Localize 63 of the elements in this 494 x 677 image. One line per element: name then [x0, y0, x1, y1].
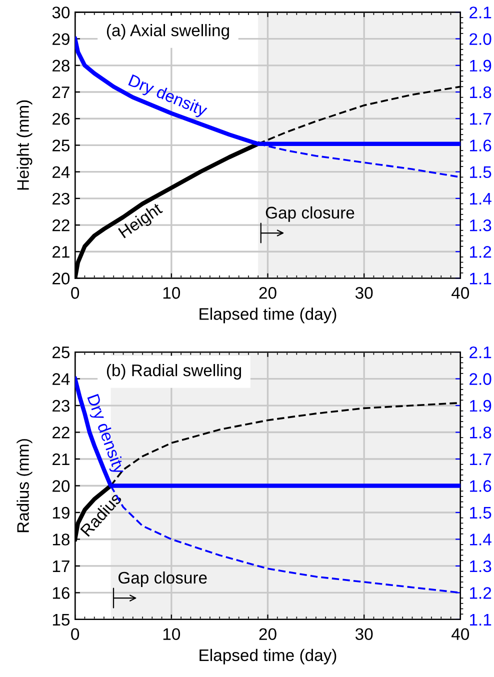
y-tick-label: 27	[52, 86, 70, 98]
y-tick-label: 28	[52, 60, 70, 72]
y-tick-label: 21	[52, 246, 70, 258]
y2-tick-label: 1.2	[470, 246, 492, 258]
y-tick-label: 25	[52, 140, 70, 152]
x-tick-label: 40	[452, 287, 470, 299]
y-tick-label: 23	[52, 400, 70, 412]
x-tick-label: 0	[71, 287, 80, 299]
y2-tick-label: 1.3	[470, 560, 492, 572]
x-tick-label: 40	[452, 628, 470, 640]
annotation: Gap closure	[118, 571, 207, 587]
y-tick-label: 20	[52, 480, 70, 492]
y-tick-label: 16	[52, 587, 70, 599]
y2-tick-label: 2.0	[470, 33, 492, 45]
y-tick-label: 29	[52, 33, 70, 45]
y2-tick-label: 2.1	[470, 6, 492, 18]
x-tick-label: 0	[71, 628, 80, 640]
y-tick-label: 24	[52, 373, 70, 385]
y-tick-label: 23	[52, 192, 70, 205]
y-tick-label: 25	[52, 346, 70, 358]
x-tick-label: 10	[163, 628, 180, 640]
y-axis-title: Height (mm)	[16, 100, 32, 190]
y-tick-label: 18	[52, 534, 70, 546]
annotation: (b) Radial swelling	[106, 364, 242, 380]
y-tick-label: 21	[52, 453, 70, 466]
x-axis-title: Elapsed time (day)	[200, 308, 336, 324]
x-tick-label: 10	[163, 287, 180, 299]
y-tick-label: 30	[52, 6, 70, 18]
y2-tick-label: 1.5	[470, 507, 492, 519]
y2-tick-label: 1.1	[470, 272, 492, 284]
y2-tick-label: 1.3	[470, 219, 492, 232]
y2-tick-label: 1.9	[470, 400, 492, 412]
y2-tick-label: 1.1	[470, 614, 492, 626]
y-axis-title: Radius (mm)	[16, 439, 32, 532]
y2-tick-label: 2.1	[470, 346, 492, 358]
y-tick-label: 17	[52, 560, 70, 572]
y2-tick-label: 1.5	[470, 166, 492, 178]
y-tick-label: 22	[52, 426, 70, 438]
annotation: (a) Axial swelling	[106, 24, 229, 40]
x-axis-title: Elapsed time (day)	[200, 648, 336, 664]
y2-tick-label: 1.6	[470, 140, 492, 152]
y2-tick-label: 2.0	[470, 373, 492, 385]
y2-tick-label: 1.4	[470, 534, 492, 546]
x-tick-label: 30	[355, 287, 373, 299]
y-tick-label: 19	[52, 506, 70, 519]
y-tick-label: 26	[52, 113, 70, 125]
y2-tick-label: 1.7	[470, 113, 492, 125]
x-tick-label: 20	[259, 628, 276, 640]
y-tick-label: 20	[52, 272, 70, 284]
x-tick-label: 30	[355, 628, 373, 640]
y2-tick-label: 1.8	[470, 86, 492, 98]
y2-tick-label: 1.6	[470, 480, 492, 492]
y2-tick-label: 1.9	[470, 60, 492, 72]
text: Dry density	[84, 394, 126, 476]
y2-tick-label: 1.2	[470, 587, 492, 599]
y-tick-label: 24	[52, 166, 70, 178]
annotation: Gap closure	[266, 206, 354, 222]
y-tick-label: 15	[52, 614, 70, 626]
y2-tick-label: 1.4	[470, 193, 492, 204]
y2-tick-label: 1.7	[470, 454, 492, 466]
x-tick-label: 20	[259, 287, 276, 299]
y2-tick-label: 1.8	[470, 426, 492, 438]
y-tick-label: 22	[52, 219, 70, 232]
